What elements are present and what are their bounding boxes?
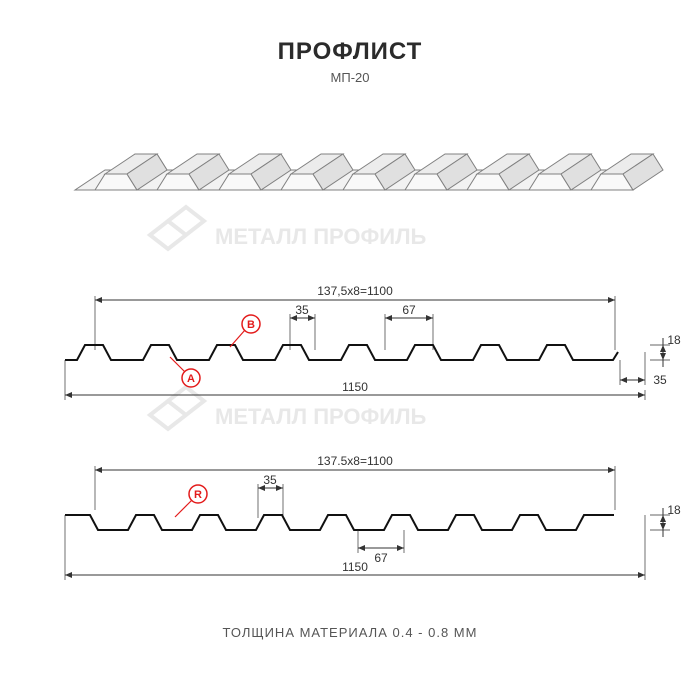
cross-section-top: 137,5х8=1100 35 67 18 35 1150 [65,284,681,400]
dim-height-bot: 18 [667,503,681,517]
dim-pitch-bot: 137.5х8=1100 [317,454,393,468]
marker-b: B [230,315,260,347]
dim-small-gap: 35 [295,303,309,317]
dim-pitch-top: 137,5х8=1100 [317,284,393,298]
cross-section-bottom: 137.5х8=1100 35 67 18 1150 R [65,454,681,580]
svg-text:R: R [194,489,202,501]
watermark-text: МЕТАЛЛ ПРОФИЛЬ [215,224,427,249]
dim-large-gap: 67 [402,303,416,317]
profile-path-top [65,345,618,360]
profile-path-bottom [65,515,614,530]
technical-diagram: МЕТАЛЛ ПРОФИЛЬ МЕТАЛЛ ПРОФИЛЬ [0,0,700,700]
watermark-text: МЕТАЛЛ ПРОФИЛЬ [215,404,427,429]
dim-small-gap-bot: 35 [263,473,277,487]
marker-a: A [170,357,200,387]
dim-height-top: 18 [667,333,681,347]
watermark-icon: МЕТАЛЛ ПРОФИЛЬ [150,207,427,249]
dim-depth-top: 35 [653,373,667,387]
dim-large-gap-bot: 67 [374,551,388,565]
svg-text:B: B [247,319,255,331]
dim-total-top: 1150 [342,380,368,394]
dim-total-bot: 1150 [342,560,368,574]
marker-r: R [175,485,207,517]
svg-text:A: A [187,373,195,385]
watermark-icon: МЕТАЛЛ ПРОФИЛЬ [150,387,427,429]
isometric-view [75,154,663,190]
